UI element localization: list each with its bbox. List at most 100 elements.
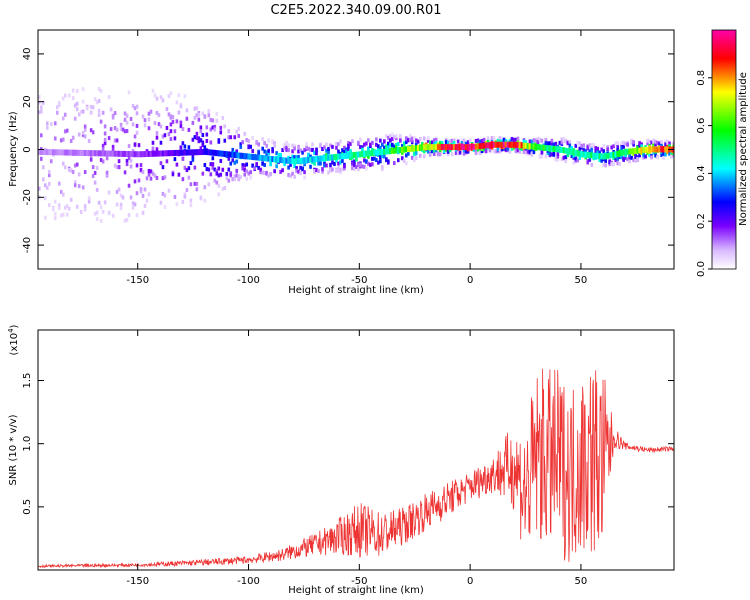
spectrogram-cell bbox=[115, 202, 119, 207]
snr-frame bbox=[37, 329, 675, 571]
spectrogram-cell bbox=[141, 193, 145, 198]
spectrogram-y-label: Frequency (Hz) bbox=[8, 111, 19, 187]
colorbar-label: Normalized spectral amplitude bbox=[738, 72, 749, 226]
spectrogram-cell bbox=[375, 142, 378, 147]
spectrogram-cell bbox=[211, 162, 215, 167]
spectrogram-ridge-cell bbox=[223, 150, 227, 157]
spectrogram-ridge-cell bbox=[349, 152, 352, 159]
spectrogram-ridge-cell bbox=[183, 149, 187, 156]
spectrogram-cell bbox=[339, 167, 342, 172]
spectrogram-ridge-cell bbox=[323, 155, 326, 162]
spectrogram-cell bbox=[119, 206, 123, 211]
spectrogram-cell bbox=[199, 146, 203, 151]
spectrogram-cell bbox=[81, 109, 85, 114]
spectrogram-cell bbox=[69, 197, 73, 202]
spectrogram-cell bbox=[131, 122, 135, 127]
spectrogram-cell bbox=[187, 166, 191, 171]
spectrogram-cell bbox=[155, 110, 159, 115]
spectrogram-cell bbox=[315, 147, 318, 152]
spectrogram-cell bbox=[51, 206, 55, 211]
spectrogram-cell bbox=[289, 173, 292, 178]
spectrogram-ridge-cell bbox=[395, 147, 398, 154]
spectrogram-cell bbox=[191, 155, 195, 160]
spectrogram-cell bbox=[249, 175, 253, 180]
spectrogram-cell bbox=[446, 149, 450, 154]
spectrogram-cell bbox=[381, 154, 384, 159]
spectrogram-cell bbox=[49, 159, 53, 164]
spectrogram-cell bbox=[594, 146, 598, 151]
x-tick-label: -150 bbox=[126, 275, 149, 286]
spectrogram-cell bbox=[464, 141, 468, 146]
spectrogram-cell bbox=[325, 163, 328, 168]
spectrogram-ridge-cell bbox=[498, 141, 502, 148]
spectrogram-panel: -150 -100 -50 0 50 -40 -20 0 20 40 Height of str… bbox=[8, 29, 675, 296]
spectrogram-ridge-cell bbox=[428, 144, 432, 151]
spectrogram-cell bbox=[85, 106, 89, 111]
spectrogram-cell bbox=[113, 111, 117, 116]
spectrogram-ridge-cell bbox=[289, 158, 292, 165]
spectrogram-cell bbox=[215, 171, 219, 176]
spectrogram-cell bbox=[387, 145, 390, 150]
spectrogram-cell bbox=[129, 195, 133, 200]
spectrogram-ridge-cell bbox=[261, 155, 264, 162]
spectrogram-ridge-cell bbox=[61, 149, 65, 156]
spectrogram-cell bbox=[209, 117, 213, 122]
spectrogram-cell bbox=[498, 139, 502, 144]
spectrogram-cell bbox=[235, 173, 239, 178]
spectrogram-cell bbox=[89, 104, 93, 109]
spectrogram-cell bbox=[229, 135, 233, 140]
spectrogram-cell bbox=[261, 137, 264, 142]
spectrogram-ridge-cell bbox=[307, 156, 310, 163]
colorbar-tick-label: 0.6 bbox=[696, 118, 707, 134]
spectrogram-cell bbox=[193, 106, 197, 111]
spectrogram-cell bbox=[359, 162, 362, 167]
spectrogram-cell bbox=[568, 140, 572, 145]
spectrogram-cell bbox=[628, 156, 631, 161]
spectrogram-cell bbox=[604, 163, 608, 168]
spectrogram-cell bbox=[351, 139, 354, 144]
spectrogram-cell bbox=[201, 133, 205, 138]
spectrogram-cell bbox=[101, 110, 105, 115]
spectrogram-cell bbox=[187, 145, 191, 150]
spectrogram-cell bbox=[329, 167, 332, 172]
spectrogram-cell bbox=[221, 167, 225, 172]
spectrogram-cell bbox=[245, 176, 249, 181]
spectrogram-cell bbox=[341, 148, 344, 153]
spectrogram-cell bbox=[147, 111, 151, 116]
spectrogram-ridge-cell bbox=[129, 151, 133, 158]
spectrogram-cell bbox=[267, 148, 270, 153]
spectrogram-cell bbox=[233, 160, 237, 165]
spectrogram-cell bbox=[365, 159, 368, 164]
x-tick-label: 50 bbox=[575, 576, 588, 587]
spectrogram-cell bbox=[303, 162, 306, 167]
spectrogram-ridge-cell bbox=[576, 150, 580, 157]
spectrogram-cell bbox=[195, 131, 199, 136]
spectrogram-cell bbox=[61, 192, 65, 197]
spectrogram-cell bbox=[285, 147, 288, 152]
spectrogram-cell bbox=[181, 127, 185, 132]
spectrogram-cell bbox=[285, 140, 288, 145]
spectrogram-cell bbox=[223, 138, 227, 143]
spectrogram-cell bbox=[251, 135, 255, 140]
spectrogram-ridge-cell bbox=[574, 149, 578, 156]
spectrogram-cell bbox=[57, 206, 61, 211]
spectrogram-cell bbox=[125, 217, 129, 222]
spectrogram-cell bbox=[265, 170, 268, 175]
spectrogram-cell bbox=[237, 133, 241, 138]
spectrogram-cell bbox=[149, 176, 153, 181]
spectrogram-cell bbox=[209, 140, 213, 145]
spectrogram-cell bbox=[283, 162, 286, 167]
spectrogram-ridge-cell bbox=[450, 144, 454, 151]
spectrogram-cell bbox=[634, 159, 637, 164]
spectrogram-cell bbox=[135, 130, 139, 135]
spectrogram-cell bbox=[367, 154, 370, 159]
spectrogram-ridge-cell bbox=[444, 144, 448, 151]
spectrogram-cell bbox=[257, 151, 260, 156]
spectrogram-cell bbox=[169, 129, 173, 134]
spectrogram-cell bbox=[91, 165, 95, 170]
spectrogram-cell bbox=[293, 146, 296, 151]
spectrogram-cell bbox=[371, 162, 374, 167]
spectrogram-cell bbox=[620, 140, 623, 145]
spectrogram-cell bbox=[333, 161, 336, 166]
